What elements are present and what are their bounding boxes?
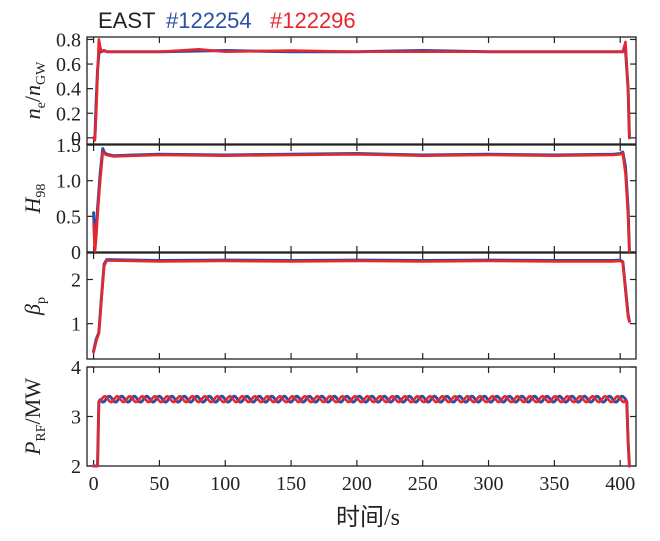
y-tick-label: 0.5: [56, 206, 81, 228]
y-tick-label: 0: [71, 242, 81, 264]
y-axis-label: PRF/MW: [20, 378, 49, 456]
panel-density: 0 0.20.4 0.6 0.8 ne/nGW: [20, 29, 637, 150]
x-tick-label: 50: [149, 473, 169, 495]
series-line-2: [92, 38, 631, 142]
x-tick-label: 350: [539, 473, 569, 495]
panel-rfpower: 2 3 4 PRF/MW: [20, 357, 637, 478]
series-line-2: [92, 394, 631, 468]
x-tick-label: 250: [408, 473, 438, 495]
y-tick-label: 4: [71, 357, 81, 379]
y-tick-label: 2: [71, 456, 81, 478]
panel-beta: 1 2 βp: [20, 252, 637, 360]
panels: 0 0.20.4 0.6 0.8 ne/nGW 0 0.5 1.0 1.5 H98 1 2 βp 2 3 4P…: [20, 29, 637, 495]
series-line-1: [92, 258, 631, 353]
series-line-2: [92, 150, 631, 254]
y-tick-label: 3: [71, 407, 81, 429]
y-tick-label: 0.8: [56, 29, 81, 51]
legend: EAST #122254 #122296: [98, 8, 356, 33]
y-axis-label: H98: [20, 184, 49, 215]
y-tick-label: 1.5: [56, 135, 81, 157]
panel-frame: [86, 366, 637, 467]
series-line-1: [92, 147, 631, 254]
panel-frame: [86, 252, 637, 360]
x-tick-label: 100: [210, 473, 240, 495]
y-tick-label: 1.0: [56, 171, 81, 193]
series-line-2: [92, 259, 631, 354]
panel-confinement: 0 0.5 1.0 1.5 H98: [20, 135, 637, 264]
y-tick-label: 0.4: [56, 79, 81, 101]
legend-shot-1: #122254: [166, 8, 252, 33]
series-line-1: [92, 47, 631, 140]
y-tick-label: 0: [71, 128, 81, 150]
y-tick-label: 0.6: [56, 54, 81, 76]
y-axis-label: βp: [20, 297, 49, 316]
x-tick-label: 400: [605, 473, 635, 495]
x-tick-label: 150: [276, 473, 306, 495]
x-tick-label: 0: [89, 473, 99, 495]
legend-device: EAST: [98, 8, 155, 33]
panel-frame: [86, 36, 637, 145]
x-tick-label: 200: [342, 473, 372, 495]
y-tick-label: 1: [71, 314, 81, 336]
x-axis-label: 时间/s: [336, 504, 400, 531]
series-line-1: [92, 394, 631, 468]
y-tick-label: 0.2: [56, 103, 81, 125]
legend-shot-2: #122296: [270, 8, 356, 33]
panel-frame: [86, 144, 637, 253]
x-tick-label: 300: [474, 473, 504, 495]
y-tick-label: 2: [71, 270, 81, 292]
y-axis-label: ne/nGW: [20, 61, 49, 119]
